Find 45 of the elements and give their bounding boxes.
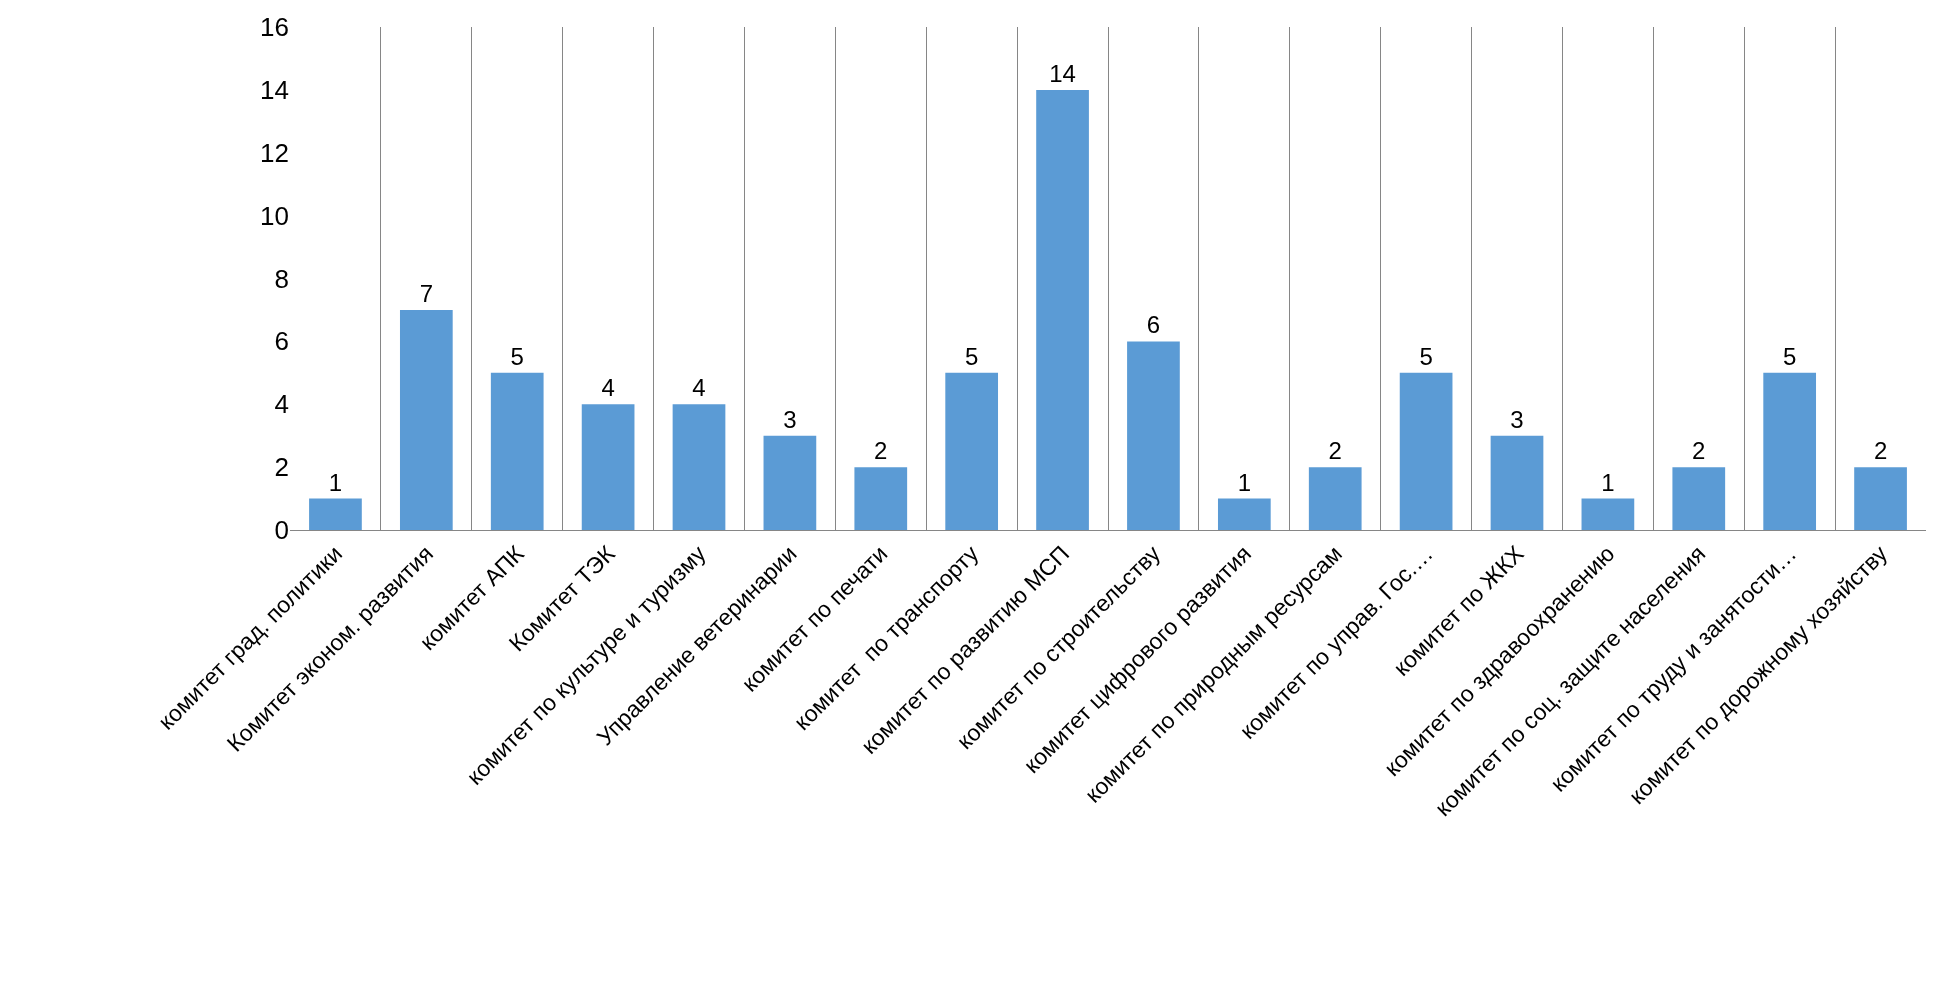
data-label: 4 (601, 374, 615, 402)
data-label: 5 (964, 342, 979, 370)
bar (490, 372, 544, 530)
y-tick-label: 8 (274, 263, 289, 294)
y-tick-label: 10 (260, 200, 289, 231)
bar (1581, 498, 1635, 530)
data-label: 2 (1328, 437, 1342, 465)
bar (309, 498, 362, 530)
y-tick-label: 14 (260, 74, 289, 105)
data-label: 1 (1237, 468, 1252, 496)
bar (1763, 372, 1817, 530)
bar (1490, 435, 1544, 530)
bar (672, 404, 726, 530)
data-label: 6 (1146, 311, 1161, 339)
data-label: 3 (1510, 405, 1524, 433)
bar (1127, 341, 1180, 530)
data-label: 2 (874, 437, 888, 465)
data-label: 5 (1782, 342, 1797, 370)
bar (581, 404, 635, 530)
y-tick-label: 16 (260, 12, 289, 43)
bar (1036, 89, 1089, 530)
data-label: 3 (783, 405, 797, 433)
data-label: 5 (510, 342, 524, 370)
y-tick-label: 2 (274, 452, 289, 483)
bar (399, 309, 453, 530)
bar (1217, 498, 1271, 530)
data-label: 2 (1873, 437, 1888, 465)
bar (854, 467, 908, 530)
data-label: 4 (692, 374, 706, 402)
y-tick-label: 0 (274, 515, 289, 546)
data-label: 1 (328, 468, 343, 496)
data-label: 2 (1692, 437, 1706, 465)
bar (1672, 467, 1726, 530)
y-tick-label: 12 (260, 137, 289, 168)
bar (1399, 372, 1453, 530)
data-label: 1 (1601, 468, 1615, 496)
bar (763, 435, 817, 530)
data-label: 14 (1049, 59, 1076, 87)
y-tick-label: 6 (274, 326, 289, 357)
y-tick-label: 4 (274, 389, 289, 420)
data-label: 5 (1419, 342, 1433, 370)
data-label: 7 (419, 279, 434, 307)
bar (1308, 467, 1362, 530)
bar (1854, 467, 1907, 530)
bar (945, 372, 999, 530)
